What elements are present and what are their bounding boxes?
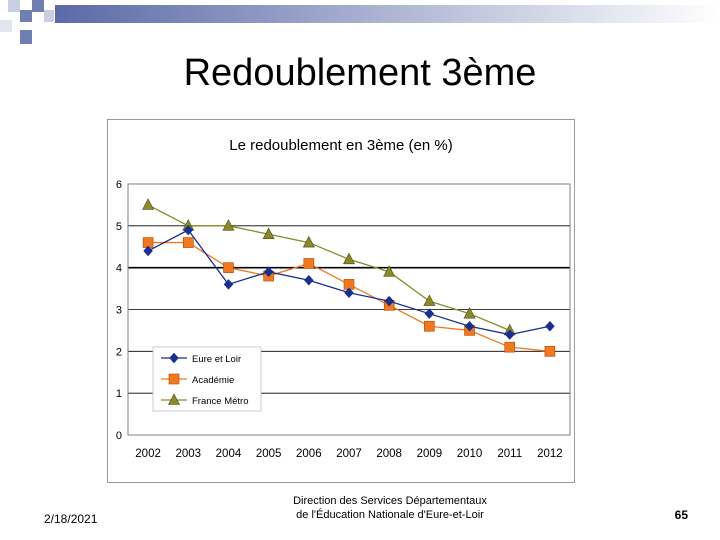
footer-line-2: de l'Éducation Nationale d'Eure-et-Loir bbox=[296, 509, 484, 521]
data-point bbox=[383, 265, 396, 277]
data-point bbox=[424, 320, 435, 332]
data-point bbox=[504, 329, 515, 340]
corner-decoration bbox=[0, 0, 720, 44]
data-point bbox=[302, 235, 315, 248]
chart-frame: Le redoublement en 3ème (en %) 0 1 2 3 4 5 6 200… bbox=[107, 119, 575, 483]
legend-marker bbox=[168, 373, 180, 385]
data-point bbox=[183, 224, 194, 236]
data-point bbox=[343, 252, 355, 265]
y-tick-label: 4 bbox=[116, 263, 122, 275]
x-tick-label: 2004 bbox=[216, 448, 242, 460]
deco-square bbox=[32, 0, 44, 12]
deco-square bbox=[44, 10, 54, 22]
slide-title: Redoublement 3ème bbox=[183, 52, 537, 94]
data-point bbox=[463, 307, 476, 319]
page-number: 65 bbox=[674, 508, 688, 522]
data-point bbox=[504, 341, 516, 353]
data-point bbox=[143, 245, 153, 257]
x-tick-label: 2010 bbox=[457, 448, 483, 460]
deco-square bbox=[20, 30, 32, 44]
legend-marker bbox=[169, 352, 179, 364]
legend-label: France Métro bbox=[192, 396, 249, 407]
data-point bbox=[303, 274, 314, 286]
plot-area bbox=[127, 183, 571, 436]
line-chart: Le redoublement en 3ème (en %) 0 1 2 3 4 5 6 200… bbox=[116, 137, 571, 460]
deco-band bbox=[55, 5, 720, 23]
legend-label: Eure et Loir bbox=[192, 354, 241, 365]
deco-square bbox=[20, 10, 32, 22]
footer-organization: Direction des Services Départementaux de… bbox=[250, 494, 530, 522]
data-point bbox=[384, 295, 395, 307]
data-point bbox=[344, 287, 354, 299]
data-point bbox=[424, 308, 435, 320]
y-tick-label: 5 bbox=[116, 221, 122, 233]
deco-square bbox=[0, 20, 12, 32]
data-point bbox=[464, 320, 475, 332]
data-point bbox=[303, 258, 315, 269]
y-tick-label: 0 bbox=[116, 430, 122, 442]
footer-line-1: Direction des Services Départementaux bbox=[293, 495, 487, 507]
y-tick-label: 2 bbox=[116, 346, 122, 358]
x-tick-label: 2008 bbox=[376, 448, 402, 460]
chart-title: Le redoublement en 3ème (en %) bbox=[229, 137, 452, 154]
x-tick-label: 2012 bbox=[537, 448, 563, 460]
deco-square bbox=[8, 0, 20, 12]
y-tick-label: 1 bbox=[116, 388, 122, 400]
series-line-france-m-tro bbox=[147, 204, 510, 332]
x-tick-label: 2007 bbox=[336, 448, 362, 460]
x-tick-label: 2006 bbox=[296, 448, 322, 460]
data-point bbox=[263, 266, 274, 278]
data-point bbox=[544, 346, 556, 357]
y-tick-label: 6 bbox=[116, 179, 122, 191]
data-point bbox=[223, 262, 234, 273]
data-point bbox=[545, 320, 555, 332]
data-point bbox=[223, 279, 234, 290]
data-point bbox=[262, 227, 275, 239]
x-tick-label: 2011 bbox=[497, 448, 522, 460]
legend-marker bbox=[168, 393, 180, 405]
data-point bbox=[423, 294, 436, 306]
legend-label: Académie bbox=[192, 375, 234, 386]
x-tick-label: 2005 bbox=[256, 448, 282, 460]
x-tick-label: 2009 bbox=[417, 448, 443, 460]
x-tick-label: 2003 bbox=[175, 448, 201, 460]
footer-date: 2/18/2021 bbox=[44, 512, 98, 526]
data-point bbox=[182, 237, 194, 248]
x-tick-label: 2002 bbox=[135, 448, 161, 460]
data-point bbox=[222, 219, 235, 231]
y-tick-label: 3 bbox=[116, 305, 122, 317]
data-point bbox=[142, 198, 155, 210]
